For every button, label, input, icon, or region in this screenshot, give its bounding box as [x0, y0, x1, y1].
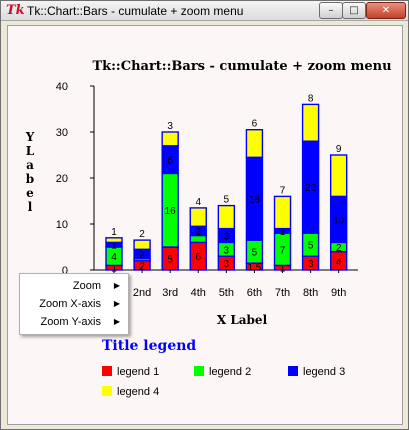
bar-value-label: 4 — [195, 197, 201, 208]
submenu-arrow-icon: ▶ — [113, 299, 120, 308]
y-axis-label-letter: b — [26, 172, 34, 186]
bar-value-label: 3 — [308, 259, 314, 270]
y-tick-label: 40 — [56, 81, 68, 93]
bar-value-label: 5 — [167, 255, 173, 266]
x-tick-label: 6th — [247, 287, 262, 299]
bar-segment — [217, 204, 236, 230]
bar-value-label: 1 — [280, 227, 286, 238]
bar-value-label: 1 — [280, 264, 286, 275]
bar-value-label: 4 — [111, 252, 117, 263]
legend-title: Title legend — [102, 338, 196, 354]
chart-title: Tk::Chart::Bars - cumulate + zoom menu — [92, 59, 391, 74]
x-tick-label: 3rd — [162, 287, 178, 299]
menu-item-label: Zoom X-axis — [39, 298, 101, 310]
x-tick-label: 5th — [219, 287, 234, 299]
bar-value-label: 6 — [167, 156, 173, 167]
bar-segment — [329, 154, 348, 198]
y-axis-label-letter: l — [28, 200, 33, 214]
legend-entry: legend 2 — [209, 366, 251, 378]
bar-value-label: 7 — [280, 185, 286, 196]
minimize-button[interactable]: – — [319, 2, 343, 19]
bar-value-label: 7 — [280, 245, 286, 256]
window-title: Tk::Chart::Bars - cumulate + zoom menu — [27, 4, 244, 18]
bar-value-label: 20 — [305, 183, 317, 194]
bar-value-label: 9 — [336, 144, 342, 155]
submenu-arrow-icon: ▶ — [113, 317, 120, 326]
title-bar[interactable]: Tk Tk::Chart::Bars - cumulate + zoom men… — [1, 1, 408, 21]
bar-value-label: 2 — [195, 227, 201, 238]
x-tick-label: 2nd — [133, 287, 151, 299]
menu-item-zoom-x-axis[interactable]: Zoom X-axis ▶ — [20, 295, 128, 313]
tk-logo-icon: Tk — [6, 3, 25, 18]
stacked-bar-chart: Tk::Chart::Bars - cumulate + zoom menuYL… — [25, 59, 392, 398]
y-axis-label-letter: Y — [25, 130, 35, 144]
bar-segment — [189, 207, 207, 227]
x-tick-label: 7th — [275, 287, 290, 299]
bar-value-label: 4 — [336, 257, 342, 268]
bar-value-label: 3 — [224, 232, 230, 243]
bar-value-label: 6 — [195, 252, 201, 263]
y-axis-label-letter: e — [26, 186, 34, 200]
x-tick-label: 4th — [191, 287, 206, 299]
bar-segment — [133, 239, 151, 251]
x-tick-label: 9th — [331, 287, 346, 299]
menu-item-label: Zoom Y-axis — [40, 316, 101, 328]
legend-swatch — [288, 366, 298, 376]
bar-value-label: 3 — [167, 121, 173, 132]
bar-value-label: 18 — [249, 195, 261, 206]
y-axis-label-letter: L — [26, 144, 35, 158]
legend-swatch — [194, 366, 204, 376]
x-axis-label: X Label — [217, 313, 268, 327]
menu-item-zoom[interactable]: Zoom ▶ — [20, 277, 128, 295]
bar-value-label: 5 — [224, 195, 230, 206]
bar-value-label: 6 — [252, 119, 258, 130]
bar-value-label: 3 — [224, 245, 230, 256]
bar-value-label: 5 — [308, 241, 314, 252]
bar-value-label: 1 — [111, 241, 117, 252]
bar-value-label: 2 — [139, 250, 145, 261]
bar-value-label: 2 — [139, 229, 145, 240]
maximize-button[interactable]: □ — [342, 2, 366, 19]
y-tick-label: 10 — [56, 219, 68, 231]
zoom-context-menu: Zoom ▶ Zoom X-axis ▶ Zoom Y-axis ▶ — [19, 273, 129, 335]
legend-entry: legend 4 — [117, 386, 159, 398]
bar-value-label: 8 — [308, 93, 314, 104]
legend-entry: legend 3 — [303, 366, 345, 378]
bar-segment — [301, 103, 320, 142]
y-tick-label: 30 — [56, 127, 68, 139]
bar-segment — [273, 195, 292, 230]
menu-item-zoom-y-axis[interactable]: Zoom Y-axis ▶ — [20, 313, 128, 331]
bar-segment — [161, 131, 179, 147]
bar-value-label: 2 — [139, 261, 145, 272]
bar-value-label: 1 — [111, 227, 117, 238]
bar-value-label: 5 — [252, 248, 258, 259]
bar-value-label: 1.5 — [247, 263, 261, 274]
y-axis-label-letter: a — [26, 158, 34, 172]
bar-segment — [105, 237, 123, 244]
bar-value-label: 3 — [224, 259, 230, 270]
legend-swatch — [102, 366, 112, 376]
bar-value-label: 2 — [336, 243, 342, 254]
menu-item-label: Zoom — [72, 280, 101, 292]
close-button[interactable]: ✕ — [366, 2, 406, 19]
bar-value-label: 10 — [333, 215, 345, 226]
legend-entry: legend 1 — [117, 366, 159, 378]
y-tick-label: 0 — [62, 265, 68, 277]
submenu-arrow-icon: ▶ — [113, 281, 120, 290]
y-tick-label: 20 — [56, 173, 68, 185]
bar-segment — [245, 128, 264, 158]
x-tick-label: 8th — [303, 287, 318, 299]
legend-swatch — [102, 386, 112, 396]
bar-value-label: 1 — [111, 264, 117, 275]
bar-value-label: 16 — [165, 206, 177, 217]
